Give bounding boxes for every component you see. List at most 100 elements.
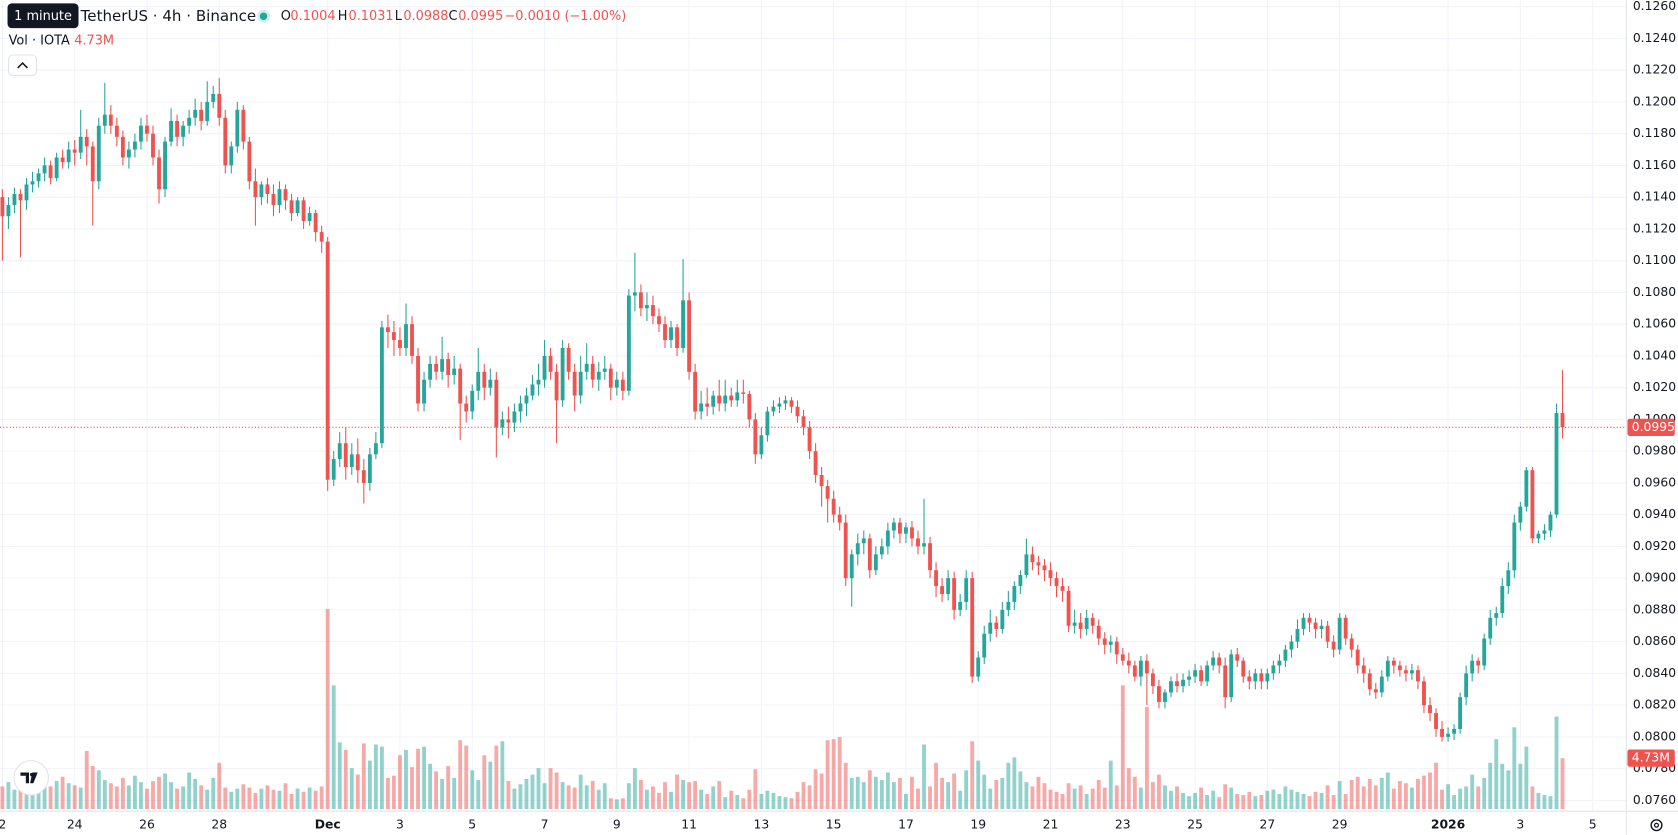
candle-body [681, 300, 686, 348]
candle-body [1379, 676, 1384, 693]
candle-body [1397, 665, 1402, 671]
volume-bar [825, 740, 830, 810]
volume-bar [145, 788, 149, 810]
y-tick-label: 0.1120 [1633, 221, 1676, 235]
collapse-button[interactable] [8, 54, 38, 76]
volume-bar [958, 790, 963, 810]
volume-bar [211, 777, 216, 810]
volume-bar [651, 786, 655, 810]
candle-body [1030, 554, 1035, 563]
y-tick-label: 0.0760 [1633, 793, 1676, 807]
x-tick-label: 11 [681, 818, 697, 832]
candle-body [145, 125, 149, 134]
candle-body [1132, 665, 1137, 677]
settings-icon[interactable] [1650, 819, 1663, 832]
candle-body [422, 379, 426, 404]
candle-body [1120, 654, 1125, 661]
volume-bar [78, 787, 83, 810]
candle-body [54, 157, 59, 179]
x-tick-label: 2026 [1431, 818, 1465, 832]
candle-body [12, 193, 17, 206]
candle-body [699, 403, 704, 412]
volume-bar [711, 786, 716, 810]
candle-body [584, 363, 589, 372]
candle-body [855, 543, 860, 555]
volume-bar [663, 782, 667, 810]
last-price-box [1627, 418, 1675, 436]
candle-body [747, 394, 752, 420]
candle-body [1108, 641, 1113, 645]
candle-body [416, 355, 420, 404]
volume-bar [614, 799, 619, 810]
candle-body [343, 443, 348, 468]
candle-body [566, 347, 571, 372]
y-tick-label: 0.0980 [1633, 444, 1676, 458]
candle-body [1235, 654, 1240, 661]
volume-bar [283, 783, 288, 810]
volume-bar [416, 748, 420, 810]
candle-body [1416, 670, 1420, 682]
x-tick-label: 9 [613, 818, 621, 832]
volume-bar [1349, 779, 1354, 810]
candle-body [470, 390, 475, 412]
candle-body [1331, 641, 1336, 650]
volume-bar [1114, 785, 1119, 810]
candle-body [1355, 649, 1360, 666]
volume-bar [289, 793, 294, 810]
volume-bar [867, 770, 872, 810]
ohlc-value: 0.1004 [290, 9, 335, 24]
x-tick-label: 5 [468, 818, 476, 832]
symbol[interactable]: TetherUS · 4h · Binance [80, 7, 256, 25]
candle-body [795, 406, 800, 417]
candle-body [867, 538, 872, 571]
candle-body [1138, 660, 1143, 677]
volume-bar [307, 787, 312, 810]
x-tick-label: 28 [211, 818, 227, 832]
volume-bar [819, 773, 824, 810]
volume-bar [1434, 762, 1438, 810]
volume-bar [831, 739, 836, 810]
candle-body [675, 327, 679, 348]
candle-body [651, 305, 655, 317]
volume-bar [114, 786, 119, 810]
ohlc-value: 0.1031 [349, 9, 394, 24]
candle-body [970, 578, 975, 677]
candle-body [1259, 673, 1264, 682]
candle-body [1175, 681, 1179, 687]
volume-bar [1084, 793, 1089, 810]
volume-bar [783, 797, 788, 810]
candle-body [1181, 679, 1185, 687]
candle-body [1036, 562, 1041, 566]
volume-bar [626, 783, 631, 810]
candle-body [825, 486, 830, 499]
volume-bar [355, 774, 360, 810]
volume-bar [1403, 783, 1408, 810]
candle-body [289, 200, 294, 214]
candle-body [301, 200, 306, 221]
candle-body [488, 379, 493, 388]
candle-body [199, 109, 204, 121]
candle-body [102, 114, 107, 126]
volume-bar [1253, 796, 1258, 810]
candle-body [139, 125, 143, 142]
volume-bar [1163, 785, 1167, 810]
volume-bar [536, 768, 541, 810]
y-tick-label: 0.0840 [1633, 666, 1676, 680]
volume-bar [361, 743, 366, 810]
x-tick-label: 15 [826, 818, 842, 832]
volume-bar [404, 749, 408, 810]
volume-bar [994, 779, 999, 810]
candle-body [385, 327, 390, 333]
volume-bar [1536, 792, 1541, 810]
volume-bar [596, 789, 601, 810]
candle-body [1446, 733, 1450, 737]
candle-body [283, 189, 288, 201]
candle-body [897, 522, 902, 534]
volume-bar [1169, 790, 1173, 810]
volume-bar [139, 782, 143, 810]
candle-body [879, 546, 884, 555]
ohlc-value: 0.0988 [403, 9, 448, 24]
volume-bar [1132, 776, 1137, 810]
volume-bar [560, 782, 565, 810]
volume-bar [181, 786, 186, 810]
